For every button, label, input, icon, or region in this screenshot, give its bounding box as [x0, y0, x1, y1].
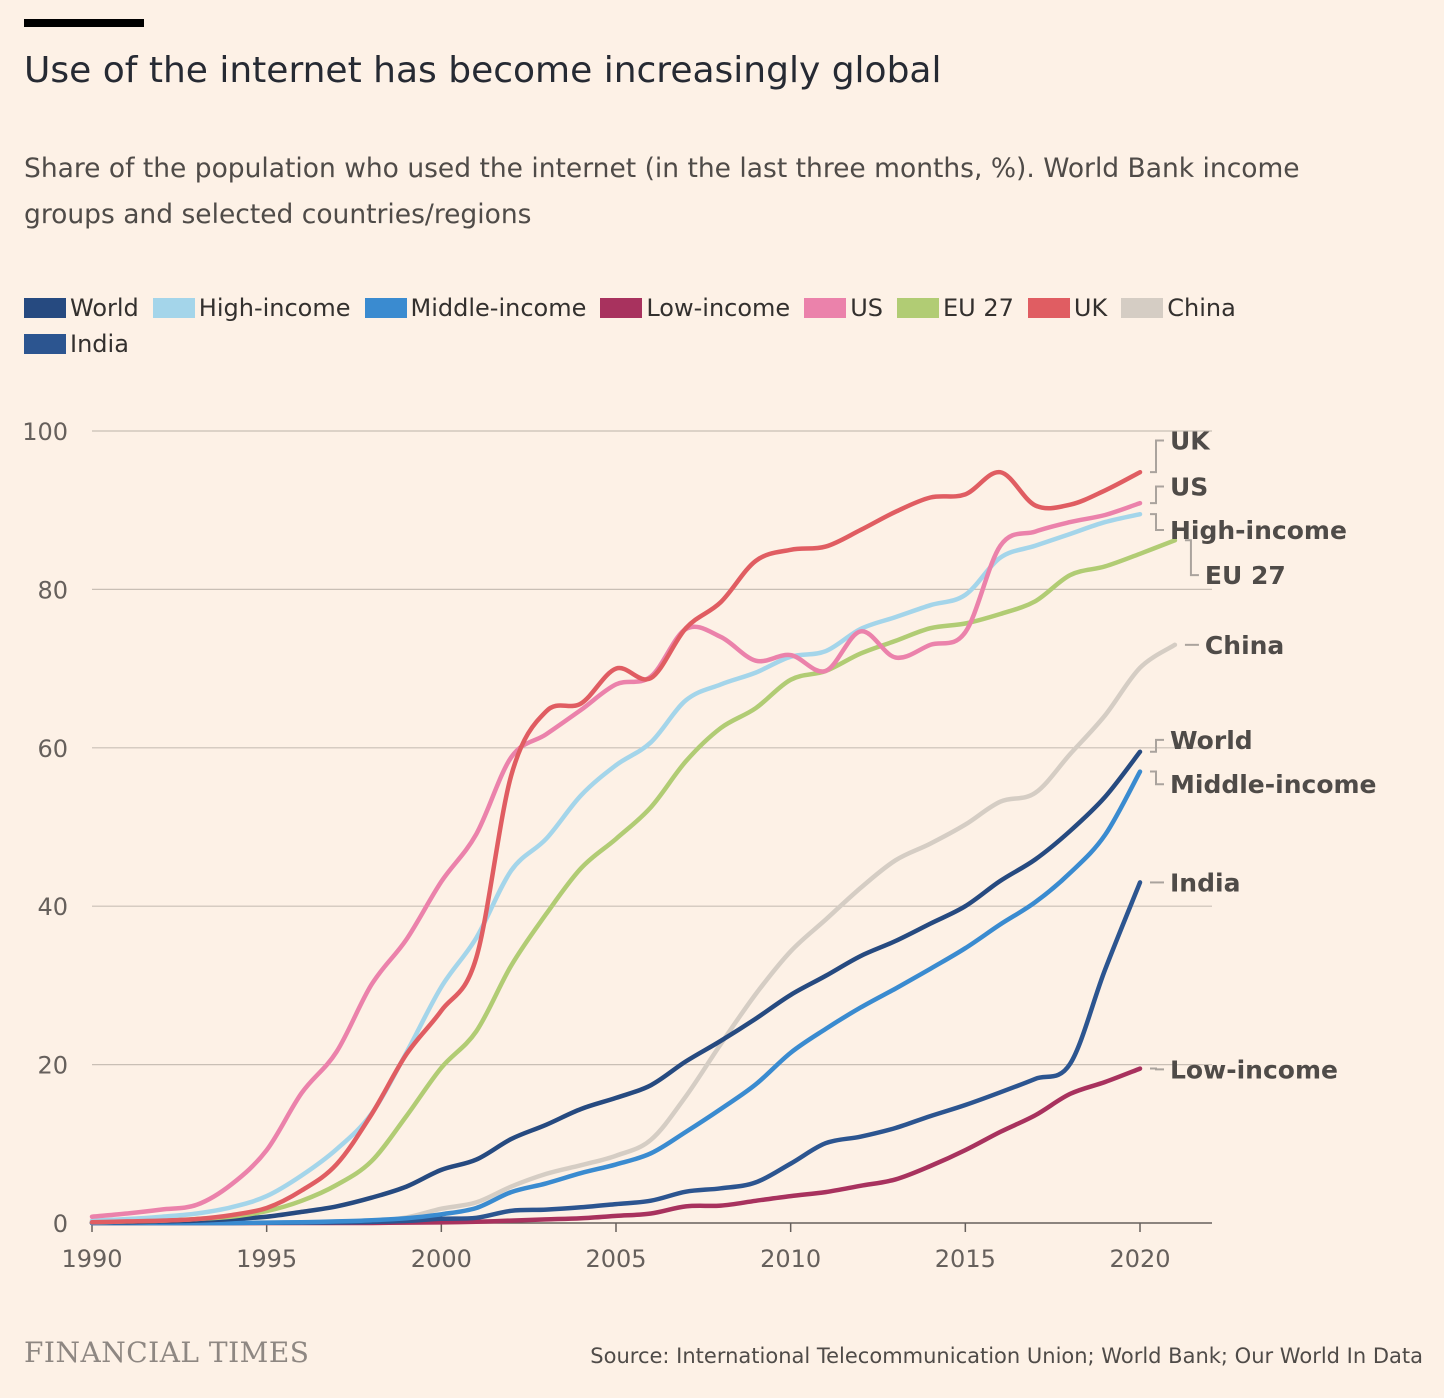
end-label-low-income: Low-income: [1170, 1055, 1338, 1084]
end-label-india: India: [1170, 868, 1240, 897]
legend-label: World: [70, 294, 139, 322]
legend-item-eu-27: EU 27: [897, 294, 1014, 322]
series-line-us: [89, 500, 1143, 1219]
y-tick-label: 100: [22, 418, 68, 446]
label-leader-low-income: [1150, 1067, 1164, 1071]
legend-swatch: [24, 334, 66, 354]
legend-swatch: [600, 298, 643, 318]
x-tick-label: 2010: [760, 1245, 821, 1273]
end-label-world: World: [1170, 726, 1253, 755]
legend-item-china: China: [1121, 294, 1236, 322]
legend-swatch: [24, 298, 66, 318]
end-label-china: China: [1205, 631, 1284, 660]
legend-label: Low-income: [646, 294, 791, 322]
legend-item-high-income: High-income: [152, 294, 351, 322]
end-label-high-income: High-income: [1170, 516, 1347, 545]
legend-label: EU 27: [943, 294, 1014, 322]
legend-item-middle-income: Middle-income: [364, 294, 587, 322]
legend-swatch: [364, 298, 407, 318]
label-leader-eu-27: [1184, 539, 1199, 577]
chart-subtitle: Share of the population who used the int…: [24, 153, 1300, 230]
legend-label: India: [70, 330, 129, 358]
x-tick-label: 2020: [1109, 1245, 1170, 1273]
series-line-world: [89, 749, 1143, 1225]
x-tick-label: 2000: [411, 1245, 472, 1273]
series-line-uk: [89, 469, 1143, 1225]
y-tick-label: 80: [37, 576, 68, 604]
legend-label: China: [1167, 294, 1236, 322]
label-leader-us: [1150, 485, 1164, 505]
legend-swatch: [804, 298, 847, 318]
chart-legend: World High-income Middle-income Low-income U…: [24, 290, 1404, 362]
legend-row: India: [24, 326, 1404, 362]
legend-item-us: US: [804, 294, 883, 322]
legend-swatch: [897, 298, 939, 318]
brand-top-bar: [24, 19, 144, 27]
y-tick-label: 60: [37, 735, 68, 763]
chart-title: Use of the internet has become increasin…: [24, 50, 942, 91]
y-tick-label: 40: [37, 893, 68, 921]
end-label-uk: UK: [1170, 427, 1211, 456]
x-tick-label: 1990: [61, 1245, 122, 1273]
legend-label: High-income: [198, 294, 351, 322]
series-line-eu-27: [89, 538, 1178, 1225]
label-leader-middle-income: [1150, 770, 1164, 786]
source-note: Source: International Telecommunication …: [590, 1344, 1423, 1368]
legend-item-uk: UK: [1027, 294, 1108, 322]
series-line-low-income: [89, 1066, 1143, 1226]
legend-item-india: India: [24, 330, 129, 358]
x-tick-label: 1995: [236, 1245, 297, 1273]
legend-label: US: [850, 294, 883, 322]
series-line-high-income: [89, 511, 1143, 1223]
ft-logo: FINANCIAL TIMES: [24, 1336, 310, 1369]
legend-item-world: World: [24, 294, 139, 322]
legend-swatch: [1121, 298, 1164, 318]
y-tick-label: 20: [37, 1052, 68, 1080]
series-line-china: [89, 642, 1178, 1226]
end-label-middle-income: Middle-income: [1170, 770, 1377, 799]
legend-row: World High-income Middle-income Low-income U…: [24, 290, 1404, 326]
legend-swatch: [1027, 298, 1070, 318]
y-tick-label: 0: [53, 1210, 68, 1238]
legend-item-low-income: Low-income: [600, 294, 790, 322]
label-leader-high-income: [1150, 513, 1164, 531]
end-label-eu-27: EU 27: [1205, 561, 1286, 590]
legend-label: UK: [1073, 294, 1108, 322]
end-label-us: US: [1170, 472, 1208, 501]
legend-swatch: [152, 298, 195, 318]
x-tick-label: 2005: [585, 1245, 646, 1273]
x-tick-label: 2015: [935, 1245, 996, 1273]
label-leader-world: [1150, 738, 1164, 753]
series-line-middle-income: [89, 769, 1143, 1226]
legend-label: Middle-income: [410, 294, 587, 322]
label-leader-uk: [1150, 439, 1164, 474]
